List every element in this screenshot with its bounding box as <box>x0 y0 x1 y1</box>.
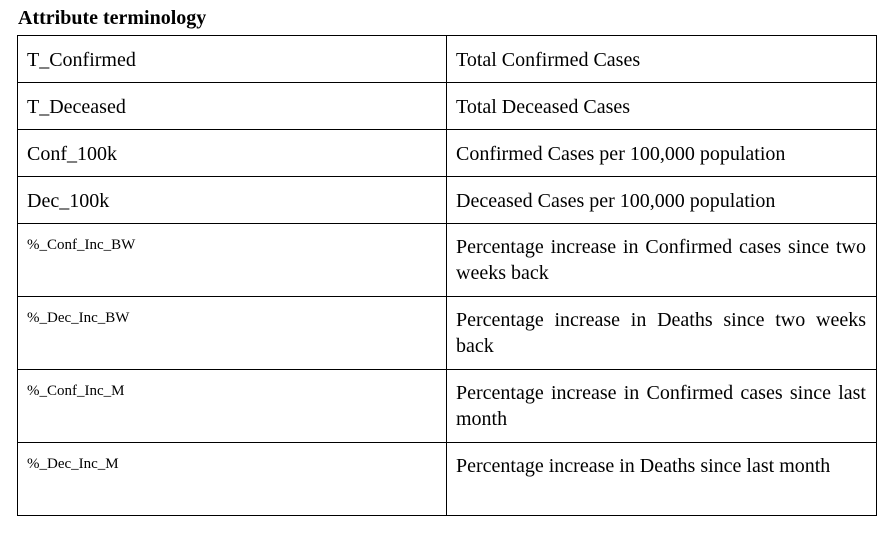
attribute-description: Percentage increase in Confirmed cases s… <box>456 382 866 430</box>
table-row: Conf_100k Confirmed Cases per 100,000 po… <box>17 129 877 177</box>
attribute-description: Percentage increase in Deaths since two … <box>456 309 866 357</box>
table-row: %_Conf_Inc_M Percentage increase in Conf… <box>17 369 877 443</box>
description-cell: Confirmed Cases per 100,000 population <box>446 129 877 177</box>
attribute-description: Total Confirmed Cases <box>456 49 641 71</box>
attribute-cell: %_Conf_Inc_M <box>17 369 447 443</box>
description-cell: Total Confirmed Cases <box>446 35 877 83</box>
attribute-name: %_Dec_Inc_BW <box>27 310 130 326</box>
attribute-name: Conf_100k <box>27 143 117 165</box>
table-row: %_Dec_Inc_BW Percentage increase in Deat… <box>17 296 877 370</box>
attribute-description: Percentage increase in Deaths since last… <box>456 455 831 477</box>
description-cell: Deceased Cases per 100,000 population <box>446 176 877 224</box>
attribute-cell: %_Dec_Inc_M <box>17 442 447 516</box>
attribute-name: %_Conf_Inc_M <box>27 383 125 399</box>
attribute-cell: T_Confirmed <box>17 35 447 83</box>
attribute-description: Total Deceased Cases <box>456 96 631 118</box>
attribute-terminology-table: T_Confirmed Total Confirmed Cases T_Dece… <box>17 35 877 516</box>
table-row: %_Conf_Inc_BW Percentage increase in Con… <box>17 223 877 297</box>
attribute-cell: T_Deceased <box>17 82 447 130</box>
attribute-cell: Conf_100k <box>17 129 447 177</box>
attribute-name: Dec_100k <box>27 190 110 212</box>
description-cell: Percentage increase in Confirmed cases s… <box>446 223 877 297</box>
attribute-cell: %_Dec_Inc_BW <box>17 296 447 370</box>
attribute-name: T_Confirmed <box>27 49 136 71</box>
attribute-name: %_Conf_Inc_BW <box>27 237 136 253</box>
description-cell: Percentage increase in Deaths since two … <box>446 296 877 370</box>
description-cell: Percentage increase in Confirmed cases s… <box>446 369 877 443</box>
attribute-name: %_Dec_Inc_M <box>27 456 119 472</box>
table-row: T_Deceased Total Deceased Cases <box>17 82 877 130</box>
table-row: %_Dec_Inc_M Percentage increase in Death… <box>17 442 877 516</box>
attribute-cell: %_Conf_Inc_BW <box>17 223 447 297</box>
page-title: Attribute terminology <box>18 7 207 29</box>
attribute-name: T_Deceased <box>27 96 126 118</box>
attribute-description: Deceased Cases per 100,000 population <box>456 190 776 212</box>
attribute-cell: Dec_100k <box>17 176 447 224</box>
description-cell: Total Deceased Cases <box>446 82 877 130</box>
attribute-description: Percentage increase in Confirmed cases s… <box>456 236 866 284</box>
description-cell: Percentage increase in Deaths since last… <box>446 442 877 516</box>
attribute-description: Confirmed Cases per 100,000 population <box>456 143 786 165</box>
table-row: Dec_100k Deceased Cases per 100,000 popu… <box>17 176 877 224</box>
table-row: T_Confirmed Total Confirmed Cases <box>17 35 877 83</box>
